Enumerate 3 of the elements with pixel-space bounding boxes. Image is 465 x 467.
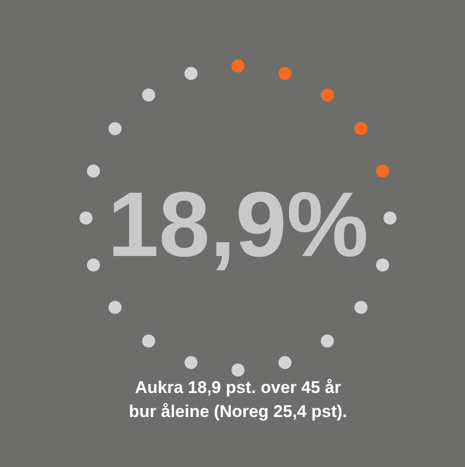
data-label: 18,9% — [108, 174, 368, 276]
text: Aukra 18,9 pst. over 45 år — [134, 378, 342, 397]
text: bur åleine (Noreg 25,4 pst). — [128, 402, 348, 421]
